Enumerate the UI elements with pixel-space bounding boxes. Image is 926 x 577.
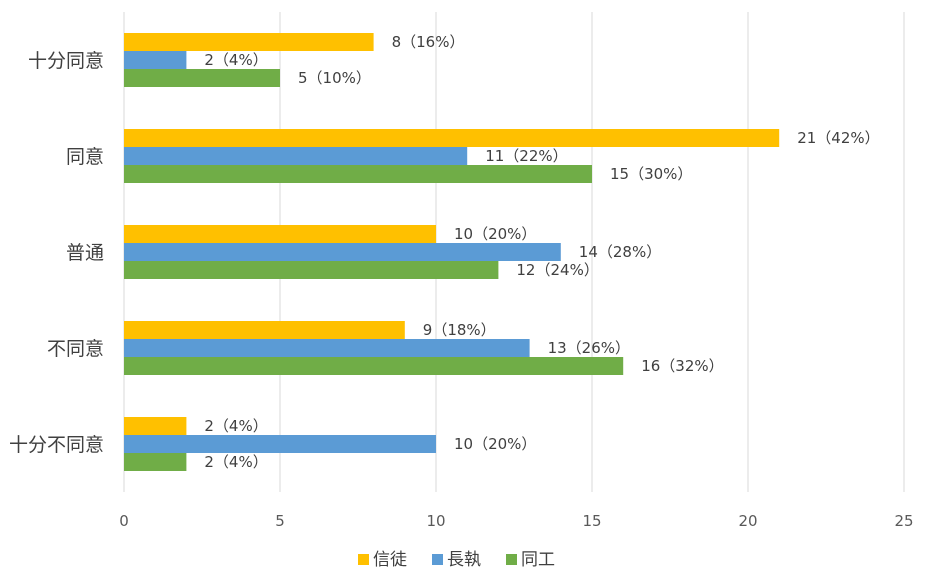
data-label: 5（10%） [298,69,371,87]
x-tick-label: 5 [275,512,285,530]
x-tick-label: 20 [738,512,757,530]
data-label: 2（4%） [204,51,267,69]
legend-swatch [506,554,517,565]
bar [124,33,374,51]
data-label: 8（16%） [392,33,465,51]
bar [124,225,436,243]
legend-swatch [432,554,443,565]
category-label: 普通 [66,242,104,264]
bar [124,357,624,375]
category-label: 不同意 [47,338,104,360]
bar [124,69,280,87]
legend-label: 信徒 [373,550,407,570]
x-tick-label: 15 [582,512,601,530]
legend-label: 同工 [521,550,555,570]
bar [124,261,499,279]
data-label: 16（32%） [641,357,723,375]
bar [124,453,187,471]
x-tick-label: 0 [119,512,129,530]
data-label: 15（30%） [610,165,692,183]
data-label: 2（4%） [204,453,267,471]
bar [124,165,592,183]
category-label: 同意 [66,146,104,168]
bar [124,51,187,69]
data-label: 12（24%） [516,261,598,279]
data-label: 13（26%） [548,339,630,357]
bar [124,339,530,357]
bar [124,321,405,339]
bar [124,147,468,165]
category-label: 十分同意 [28,50,104,72]
bar [124,243,561,261]
data-label: 2（4%） [204,417,267,435]
data-label: 21（42%） [797,129,879,147]
data-label: 11（22%） [485,147,567,165]
data-label: 9（18%） [423,321,496,339]
legend-label: 長執 [447,550,481,570]
x-tick-label: 25 [894,512,913,530]
data-label: 10（20%） [454,225,536,243]
bar [124,417,187,435]
legend-swatch [358,554,369,565]
bar [124,435,436,453]
x-tick-label: 10 [426,512,445,530]
data-label: 10（20%） [454,435,536,453]
bar [124,129,780,147]
category-label: 十分不同意 [9,434,104,456]
data-label: 14（28%） [579,243,661,261]
